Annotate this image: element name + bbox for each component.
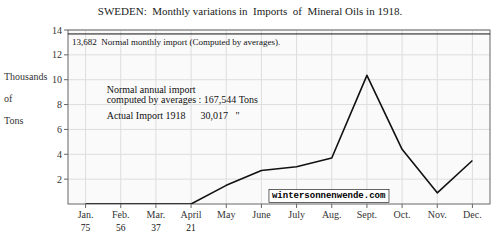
grid-line (68, 79, 490, 80)
x-tick (120, 204, 121, 208)
y-tick (64, 154, 68, 155)
grid-line-x (331, 30, 332, 204)
x-tick (366, 204, 367, 208)
x-tick-label: Aug. (322, 209, 342, 220)
x-tick (85, 204, 86, 208)
watermark: wintersonnenwende.com (272, 191, 386, 201)
plot-frame (68, 30, 490, 204)
x-tick-label: July (288, 209, 305, 220)
x-tick-label: Mar. (147, 209, 166, 220)
watermark-box (269, 190, 389, 203)
y-tick-label: 2 (57, 174, 62, 185)
y-tick (64, 79, 68, 80)
x-tick (402, 204, 403, 208)
x-tick (155, 204, 156, 208)
grid-line (68, 54, 490, 55)
x-tick (261, 204, 262, 208)
y-label: Thousands (4, 71, 47, 82)
grid-line-x (85, 30, 86, 204)
grid-line-x (261, 30, 262, 204)
grid-line-x (402, 30, 403, 204)
grid-line-x (366, 30, 367, 204)
x-tick-label: Oct. (394, 209, 411, 220)
x-tick-label: Dec. (463, 209, 482, 220)
y-tick-label: 8 (57, 99, 62, 110)
title: SWEDEN: Monthly variations in Imports of… (98, 5, 403, 17)
y-tick-label: 6 (57, 124, 62, 135)
y-tick-label: 14 (52, 25, 62, 36)
category-note: 75 (81, 223, 91, 233)
y-label: Tons (4, 115, 23, 126)
x-tick-label: May (217, 209, 235, 220)
x-tick-label: Nov. (428, 209, 447, 220)
watermark-group: wintersonnenwende.com (269, 190, 389, 203)
x-tick (472, 204, 473, 208)
reference-line-label: 13,682 Normal monthly import (Computed b… (72, 37, 280, 47)
plot-marks (68, 34, 490, 204)
annotation: computed by averages : 167,544 Tons (107, 94, 258, 105)
y-tick (64, 179, 68, 180)
grid-line-x (437, 30, 438, 204)
grid-line (68, 129, 490, 130)
y-tick-label: 12 (52, 49, 62, 60)
x-tick-label: Jan. (78, 209, 94, 220)
data-line (86, 75, 473, 204)
annotation: Actual Import 1918 30,017 " (107, 110, 240, 121)
x-tick (331, 204, 332, 208)
x-tick-label: June (252, 209, 271, 220)
reference-line (68, 33, 490, 34)
y-tick-label: 4 (57, 149, 62, 160)
y-label: of (4, 93, 13, 104)
y-tick (64, 104, 68, 105)
chart: SWEDEN: Monthly variations in Imports of… (0, 0, 500, 241)
y-tick (64, 54, 68, 55)
category-note: 21 (186, 223, 196, 233)
grid-line-x (296, 30, 297, 204)
x-tick (226, 204, 227, 208)
plot-background (68, 30, 490, 204)
x-tick (191, 204, 192, 208)
x-tick (296, 204, 297, 208)
y-tick (64, 129, 68, 130)
category-note: 56 (116, 223, 126, 233)
grid-line-x (472, 30, 473, 204)
y-tick (64, 30, 68, 31)
x-tick-label: Feb. (112, 209, 130, 220)
x-tick-label: April (181, 209, 202, 220)
x-tick-label: Sept. (357, 209, 377, 220)
grid-line (68, 154, 490, 155)
category-note: 37 (151, 223, 161, 233)
x-tick (437, 204, 438, 208)
y-tick-label: 10 (52, 74, 62, 85)
